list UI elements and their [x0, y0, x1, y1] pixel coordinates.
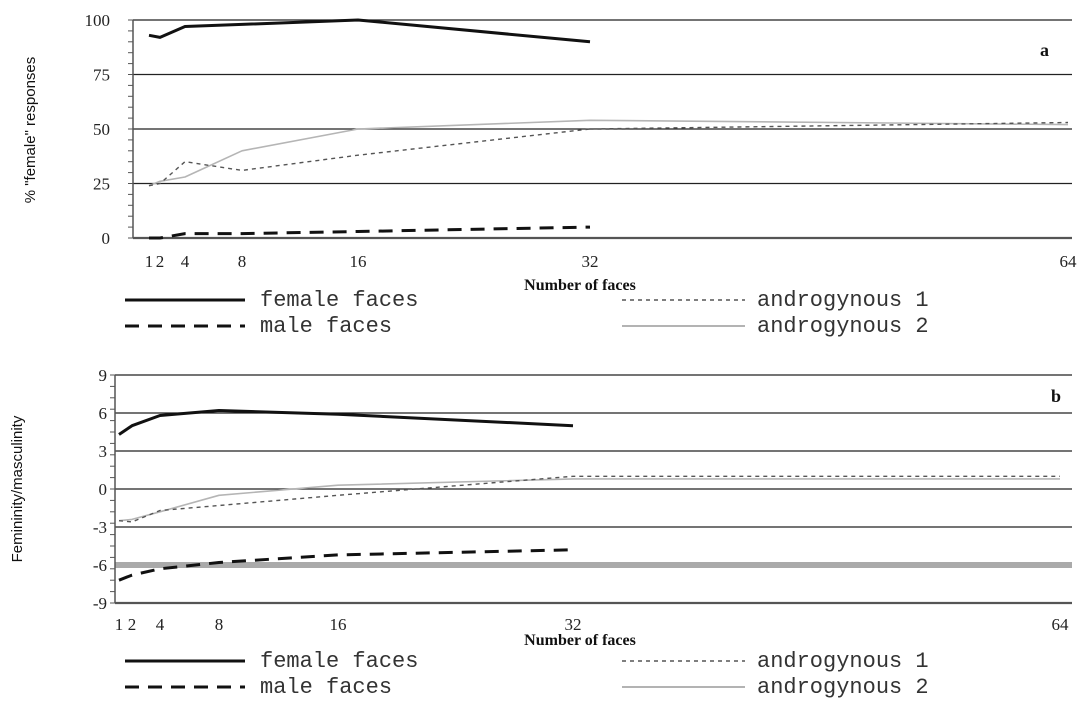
- legend-label: androgynous 1: [757, 649, 929, 674]
- y-tick-label: 25: [93, 175, 110, 194]
- x-axis-title: Number of faces: [524, 632, 636, 649]
- y-axis-title: % "female" responses: [22, 57, 39, 204]
- y-tick-label: 0: [102, 229, 111, 248]
- x-tick-label: 32: [565, 615, 582, 634]
- x-tick-label: 64: [1052, 615, 1070, 634]
- x-tick-label: 8: [238, 252, 247, 271]
- series-line-male-faces: [118, 548, 574, 582]
- y-tick-label: 75: [93, 66, 110, 85]
- y-tick-label: -6: [93, 556, 107, 575]
- series-line-androgynous-2: [148, 119, 1069, 187]
- x-tick-label: 64: [1060, 252, 1078, 271]
- y-tick-label: 50: [93, 120, 110, 139]
- x-tick-label: 16: [330, 615, 347, 634]
- x-tick-label: 2: [128, 615, 137, 634]
- y-tick-label: 6: [99, 404, 108, 423]
- series-line-female-faces: [148, 18, 591, 44]
- chart-panel-b: -9 -6 -3 0 3 6 9 1 2 4 8 16 32 64 Number of faces Femin…: [9, 366, 1072, 700]
- series-line-female-faces: [118, 409, 574, 436]
- legend: female faces androgynous 1 male faces andro…: [125, 288, 929, 339]
- legend-label: androgynous 2: [757, 675, 929, 700]
- x-tick-label: 4: [156, 615, 165, 634]
- legend-label: male faces: [260, 675, 392, 700]
- legend-label: male faces: [260, 314, 392, 339]
- panel-label: a: [1040, 40, 1049, 60]
- x-axis-title: Number of faces: [524, 277, 636, 294]
- y-tick-label: 0: [99, 480, 108, 499]
- y-axis-title: Femininity/masculinity: [9, 415, 26, 562]
- legend-label: androgynous 1: [757, 288, 929, 313]
- x-tick-label: 2: [156, 252, 165, 271]
- y-tick-label: 9: [99, 366, 108, 385]
- x-tick-label: 8: [215, 615, 224, 634]
- legend-label: female faces: [260, 649, 418, 674]
- x-tick-label: 4: [181, 252, 190, 271]
- y-tick-label: -3: [93, 518, 107, 537]
- y-tick-label: -9: [93, 594, 107, 613]
- y-tick-label: 3: [99, 442, 108, 461]
- y-tick-label: 100: [85, 11, 111, 30]
- x-tick-label: 1: [145, 252, 154, 271]
- series-line-androgynous-2: [118, 478, 1060, 522]
- series-line-androgynous-1: [148, 121, 1069, 187]
- series-line-male-faces: [149, 225, 591, 240]
- legend: female faces androgynous 1 male faces andro…: [125, 649, 929, 700]
- x-tick-label: 32: [582, 252, 599, 271]
- panel-label: b: [1051, 386, 1061, 406]
- series-line-androgynous-1: [118, 475, 1060, 523]
- legend-label: androgynous 2: [757, 314, 929, 339]
- legend-label: female faces: [260, 288, 418, 313]
- chart-panel-a: 0 25 50 75 100 1 2 4 8 16 32 64 Number of faces % "fe…: [22, 11, 1077, 339]
- x-tick-label: 16: [350, 252, 367, 271]
- x-tick-label: 1: [115, 615, 124, 634]
